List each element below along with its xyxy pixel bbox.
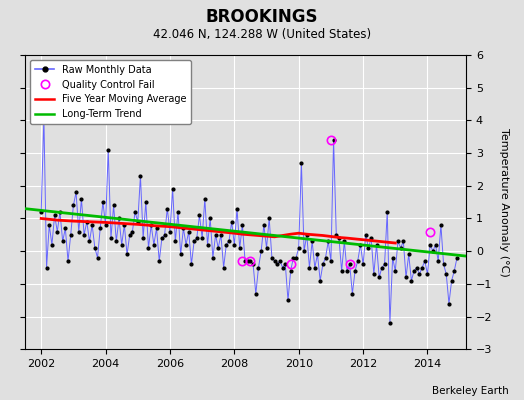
- Y-axis label: Temperature Anomaly (°C): Temperature Anomaly (°C): [499, 128, 509, 276]
- Legend: Raw Monthly Data, Quality Control Fail, Five Year Moving Average, Long-Term Tren: Raw Monthly Data, Quality Control Fail, …: [30, 60, 191, 124]
- Text: 42.046 N, 124.288 W (United States): 42.046 N, 124.288 W (United States): [153, 28, 371, 41]
- Text: BROOKINGS: BROOKINGS: [206, 8, 318, 26]
- Text: Berkeley Earth: Berkeley Earth: [432, 386, 508, 396]
